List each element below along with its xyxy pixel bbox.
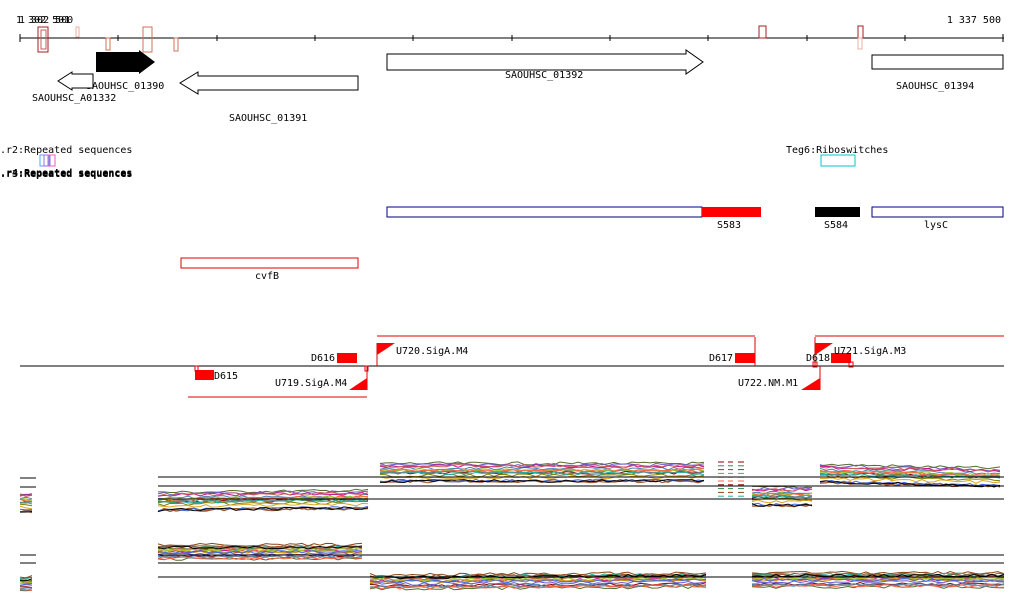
rna-cvfb[interactable] <box>180 257 359 269</box>
segment-label-u721: U721.SigA.M3 <box>834 346 906 357</box>
rna-track: S583 S584 lysC cvfB <box>180 206 1004 282</box>
expression-lines-bottom <box>19 542 1005 592</box>
repeat-mark[interactable] <box>173 37 179 52</box>
expression-panel-bottom <box>19 542 1005 592</box>
segmentation-track: D616 D615 U720.SigA.M4 U719.SigA.M4 D617… <box>20 335 1004 398</box>
segment-label-d617: D617 <box>709 353 733 364</box>
rna-feature-outline[interactable] <box>386 206 703 218</box>
repeat-mark[interactable] <box>758 25 767 39</box>
segment-label-u722: U722.NM.M1 <box>738 378 798 389</box>
repeat-mark[interactable] <box>37 26 49 53</box>
coordinate-ruler: 1 302 501 1 302 500 1 337 500 <box>16 15 1004 42</box>
repeat-box[interactable] <box>43 154 51 167</box>
segment-d617[interactable] <box>735 353 755 363</box>
gene-saouhsc-01392[interactable] <box>386 49 704 75</box>
segment-label-d618: D618 <box>806 353 830 364</box>
ruler-start-label-overlap: 1 302 500 <box>19 15 73 26</box>
rna-label-cvfb: cvfB <box>255 271 279 282</box>
track-label-riboswitch: Teg6:Riboswitches <box>786 145 888 156</box>
expression-lines-top <box>19 461 1001 514</box>
rna-lysc[interactable] <box>871 206 1004 218</box>
promoter-u721-marker[interactable] <box>815 343 833 355</box>
gene-track: SAOUHSC_01390 SAOUHSC_A01332 SAOUHSC_013… <box>32 49 1004 124</box>
segment-label-d616: D616 <box>311 353 335 364</box>
gene-saouhsc-01390[interactable] <box>96 50 155 74</box>
ruler-end-label: 1 337 500 <box>947 15 1001 26</box>
segment-label-u720: U720.SigA.M4 <box>396 346 468 357</box>
rna-label-lysc: lysC <box>924 220 948 231</box>
gene-label-saouhsc-01391: SAOUHSC_01391 <box>229 113 307 124</box>
promoter-u720-marker[interactable] <box>377 343 395 355</box>
repeat-mark[interactable] <box>857 37 863 50</box>
gene-saouhsc-01391[interactable] <box>179 71 359 95</box>
segment-label-u719: U719.SigA.M4 <box>275 378 347 389</box>
rna-label-s583: S583 <box>717 220 741 231</box>
gene-label-saouhsc-01392: SAOUHSC_01392 <box>505 70 583 81</box>
repeat-mark[interactable] <box>857 25 864 39</box>
expression-reference-lines-top <box>20 476 1004 500</box>
riboswitch-box[interactable] <box>820 154 856 167</box>
gene-saouhsc-01394[interactable] <box>871 54 1004 70</box>
gene-label-saouhsc-01394: SAOUHSC_01394 <box>896 81 974 92</box>
segment-label-d615: D615 <box>214 371 238 382</box>
promoter-u719-marker[interactable] <box>349 378 367 390</box>
rna-label-s584: S584 <box>824 220 848 231</box>
repeat-mark[interactable] <box>40 29 47 50</box>
expression-panel-top <box>19 461 1004 514</box>
segment-d615[interactable] <box>195 370 214 380</box>
ruler-repeat-marks <box>37 25 864 53</box>
repeat-mark[interactable] <box>142 26 153 53</box>
repeat-box[interactable] <box>47 154 56 167</box>
segment-d616[interactable] <box>337 353 357 363</box>
repeat-mark[interactable] <box>75 26 80 38</box>
repeat-mark[interactable] <box>105 37 111 51</box>
expression-reference-lines-bottom <box>20 554 1004 578</box>
ruler-start-label: 1 302 501 <box>16 15 70 26</box>
rna-s583[interactable] <box>702 207 761 217</box>
promoter-u722-marker[interactable] <box>801 378 820 390</box>
rna-s584[interactable] <box>815 207 860 217</box>
track-label-r2: .r2:Repeated sequences <box>0 145 132 156</box>
track-label-r3: .r3:Repeated sequences <box>0 169 132 180</box>
track-label-r4: .r4:Repeated sequences <box>0 168 132 179</box>
gene-saouhsc-a01332[interactable] <box>57 71 94 91</box>
gene-label-saouhsc-a01332: SAOUHSC_A01332 <box>32 93 116 104</box>
segment-d618[interactable] <box>831 353 851 363</box>
gene-label-saouhsc-01390: SAOUHSC_01390 <box>86 81 164 92</box>
repeat-track: .r2:Repeated sequences .r4:Repeated sequ… <box>0 145 888 180</box>
